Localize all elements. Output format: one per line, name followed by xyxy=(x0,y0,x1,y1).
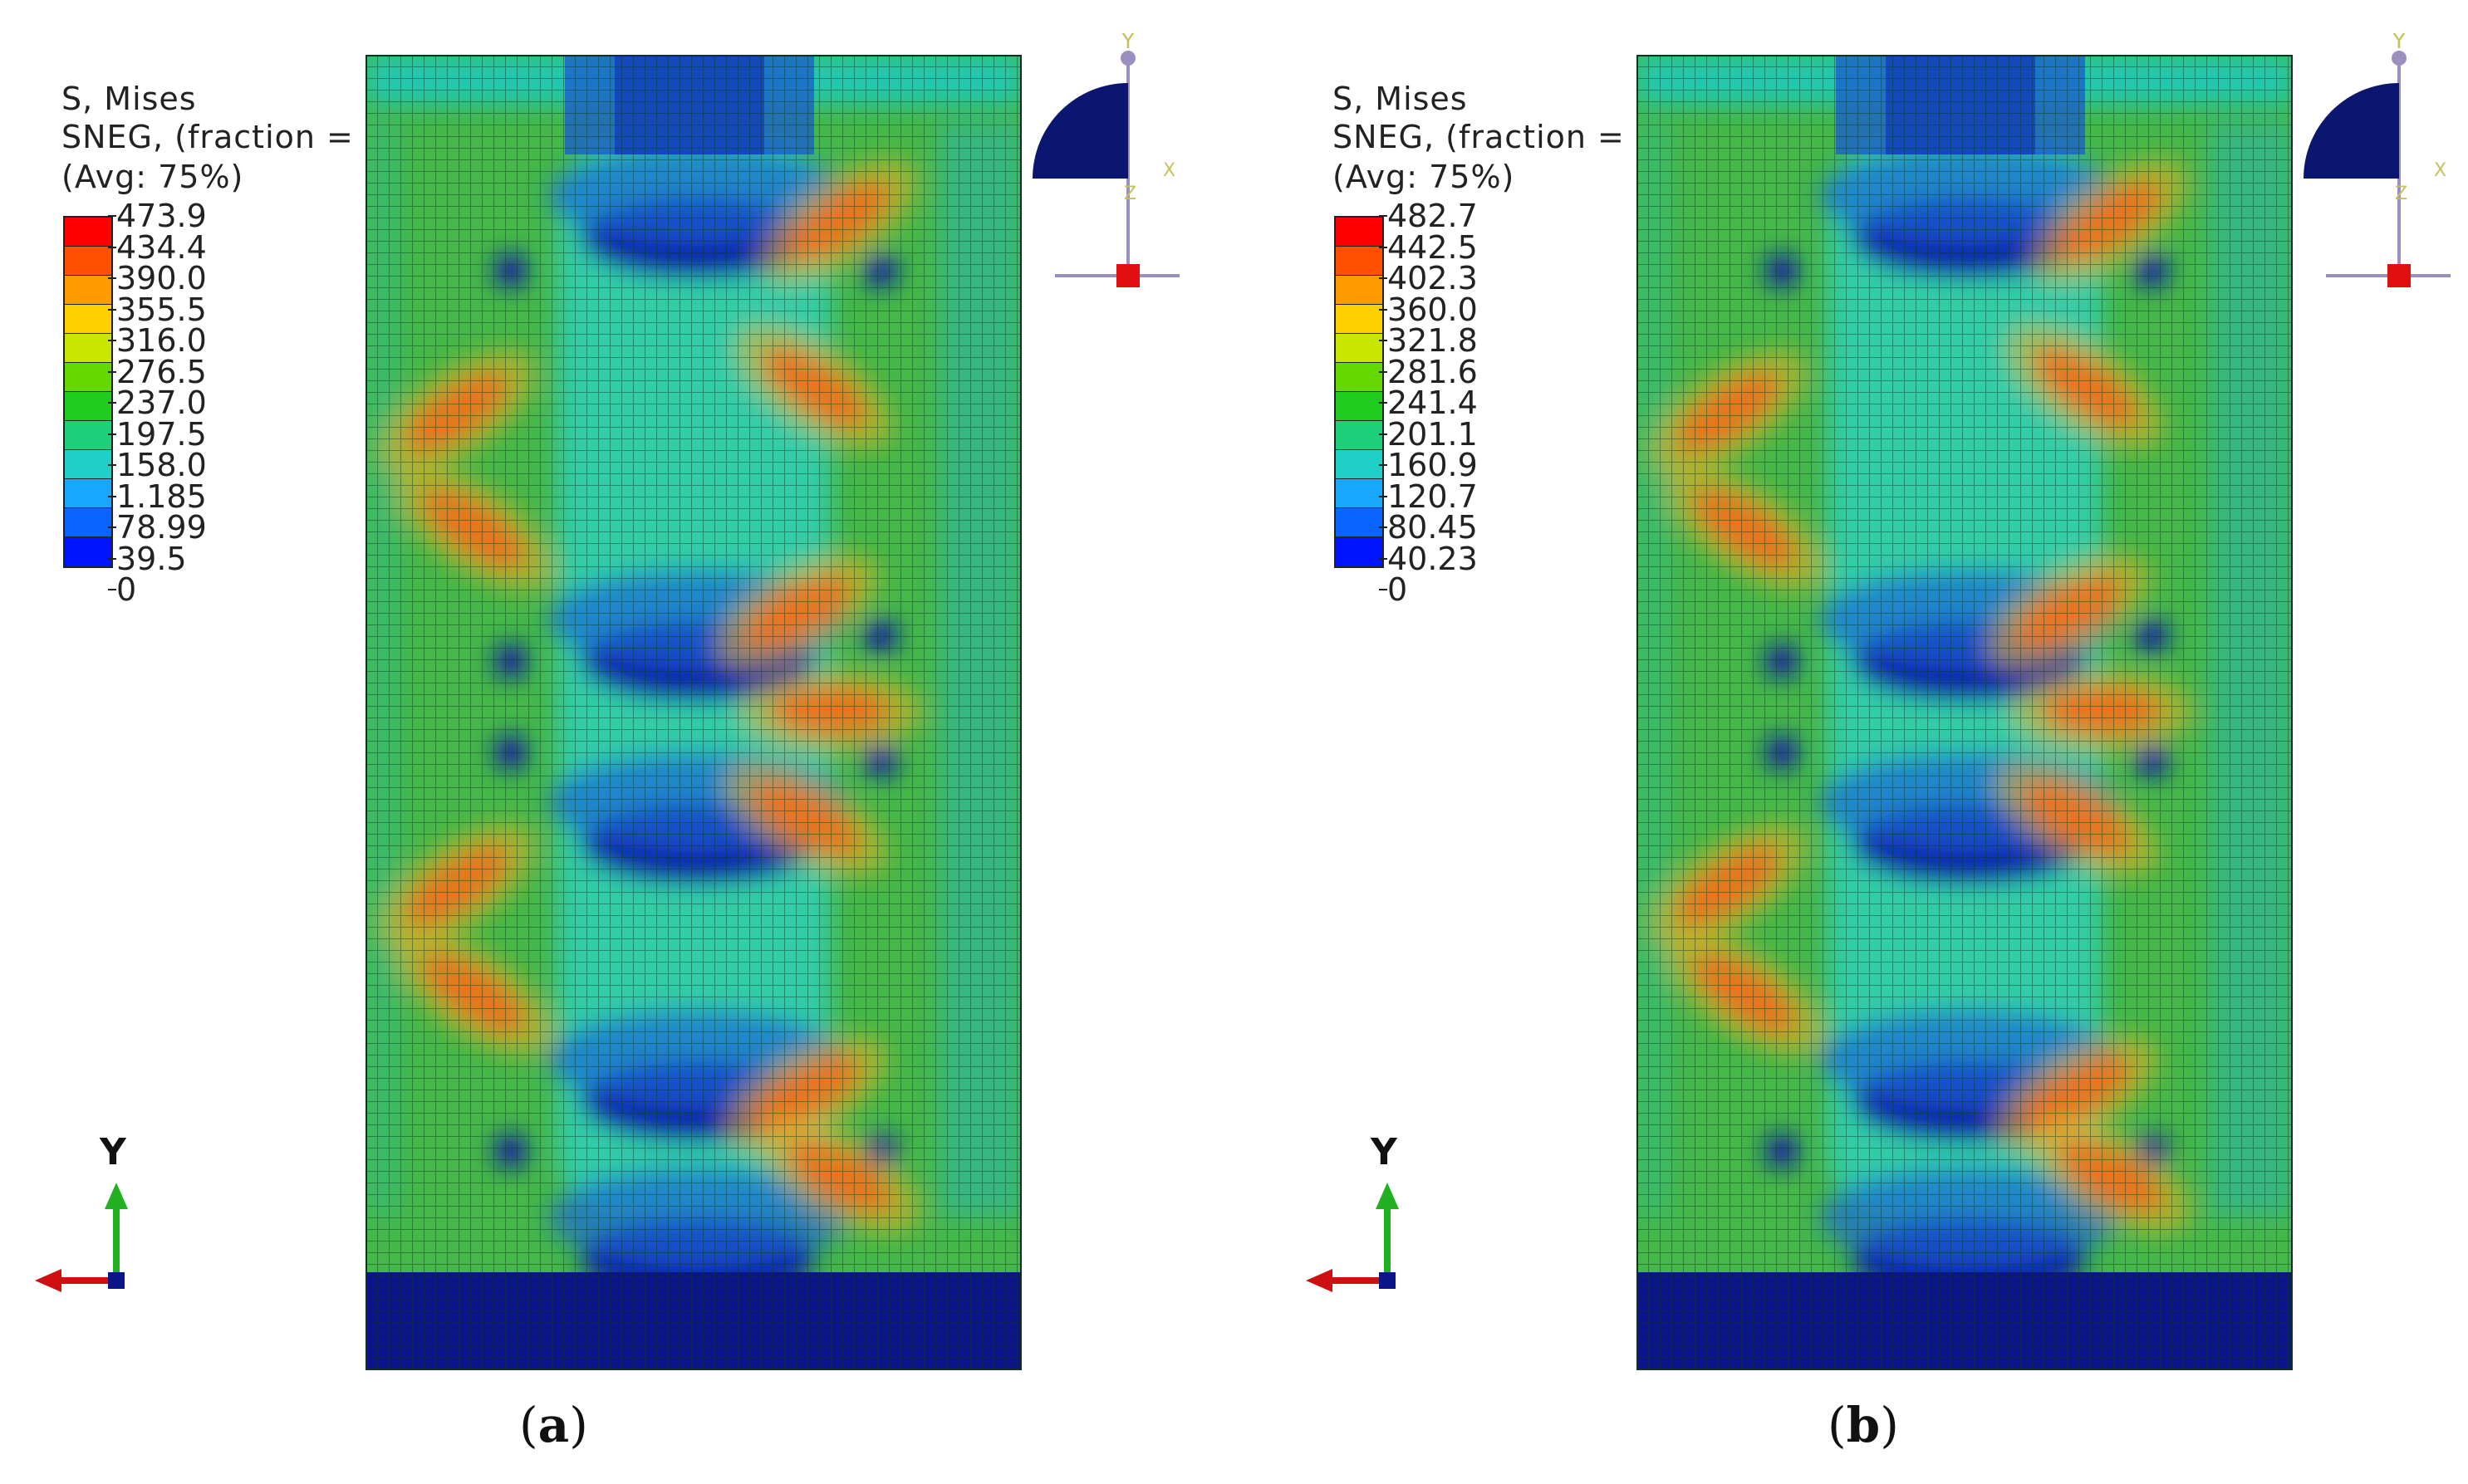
legend-title: S, Mises xyxy=(1332,81,1468,117)
color-bar-tick-label: 276.5 xyxy=(108,353,207,390)
color-bar-swatch xyxy=(1336,479,1382,508)
axes-y-arrow-head xyxy=(1376,1183,1399,1209)
color-bar-tick-label: 281.6 xyxy=(1379,353,1478,390)
color-bar-swatch xyxy=(65,247,111,276)
triad-y-label: Y xyxy=(1121,33,1135,54)
color-bar-tick-label: 39.5 xyxy=(108,540,187,577)
color-bar-tick-label: 158.0 xyxy=(108,447,207,483)
axes-origin-marker xyxy=(1379,1272,1396,1289)
axes-y-label: Y xyxy=(1370,1131,1398,1173)
color-bar-swatch xyxy=(1336,334,1382,363)
triad-x-label: X xyxy=(2434,160,2446,181)
color-bar-tick-label: 201.1 xyxy=(1379,415,1478,453)
triad-origin-marker xyxy=(1116,264,1140,287)
color-bar xyxy=(1334,216,1384,568)
color-bar-swatch xyxy=(65,508,111,537)
color-bar-tick-label: 241.4 xyxy=(1379,384,1478,421)
color-bar-tick-label: 434.4 xyxy=(108,228,207,266)
color-bar-tick-label: 1.185 xyxy=(108,478,207,515)
axes-origin-marker xyxy=(108,1272,125,1289)
color-bar-swatch xyxy=(1336,247,1382,276)
color-bar-swatch xyxy=(65,218,111,247)
color-bar-swatch xyxy=(65,450,111,479)
triad-origin-marker xyxy=(2387,264,2411,287)
mesh-outline xyxy=(1636,55,2293,1370)
color-bar-tick-label: 316.0 xyxy=(108,322,207,359)
triad-x-label: X xyxy=(1163,160,1175,181)
color-bar-tick-label: 120.7 xyxy=(1379,478,1478,515)
color-bar-tick-label: 0 xyxy=(1378,571,1408,608)
panel-caption-letter: b xyxy=(1846,1397,1881,1453)
color-bar-tick-label: 402.3 xyxy=(1379,260,1478,296)
color-bar-swatch xyxy=(1336,305,1382,334)
color-bar-tick-label: 80.45 xyxy=(1379,509,1478,546)
axes-x-arrow-head xyxy=(1306,1269,1332,1292)
color-bar-tick-label: 442.5 xyxy=(1379,228,1478,266)
legend-subtitle: SNEG, (fraction = -1.0) xyxy=(1332,119,1714,155)
triad-quadrant xyxy=(2304,83,2399,179)
triad-z-label: Z xyxy=(1124,184,1136,204)
color-bar-swatch xyxy=(1336,218,1382,247)
panel-a: S, Mises SNEG, (fraction = -1.0) (Avg: 7… xyxy=(35,33,1180,1453)
color-bar-swatch xyxy=(1336,276,1382,305)
color-bar-swatch xyxy=(1336,450,1382,479)
color-bar-swatch xyxy=(65,276,111,305)
panel-caption: (b) xyxy=(1828,1397,1899,1453)
color-bar-tick-label: 473.9 xyxy=(108,198,207,234)
axes-x-arrow-head xyxy=(35,1269,61,1292)
axes-y-label: Y xyxy=(99,1131,127,1173)
color-bar-tick-label: 0 xyxy=(107,571,137,608)
color-bar-swatch xyxy=(1336,392,1382,421)
axes-y-arrow-head xyxy=(105,1183,128,1209)
color-bar-tick-label: 355.5 xyxy=(108,291,207,328)
orientation-triad: Y Z X xyxy=(1033,33,1180,287)
panel-b: S, Mises SNEG, (fraction = -1.0) (Avg: 7… xyxy=(1271,0,2468,1484)
color-bar-tick-label: 321.8 xyxy=(1379,322,1478,359)
color-bar-swatch xyxy=(65,421,111,450)
legend-averaging: (Avg: 75%) xyxy=(1332,159,1515,195)
contour-plot xyxy=(366,55,1022,1370)
stress-contour-mesh xyxy=(1636,55,2293,1370)
color-bar-swatch xyxy=(65,305,111,334)
color-bar-tick-label: 360.0 xyxy=(1379,291,1478,328)
global-axes-icon: Y xyxy=(1306,1131,1399,1292)
legend-averaging: (Avg: 75%) xyxy=(61,159,244,195)
triad-z-label: Z xyxy=(2395,184,2407,204)
color-bar-swatch xyxy=(1336,363,1382,392)
color-bar-tick-label: 482.7 xyxy=(1379,198,1478,234)
color-bar-swatch xyxy=(65,334,111,363)
color-bar-tick-label: 237.0 xyxy=(108,384,207,421)
global-axes-icon: Y xyxy=(35,1131,128,1292)
color-bar-swatch xyxy=(1336,537,1382,566)
orientation-triad: Y Z X xyxy=(2304,33,2451,287)
panel-caption: (a) xyxy=(519,1397,588,1453)
mesh-outline xyxy=(366,55,1022,1370)
color-bar-swatch xyxy=(65,392,111,421)
triad-y-label: Y xyxy=(2392,33,2406,54)
color-bar-swatch xyxy=(1336,508,1382,537)
contour-plot xyxy=(1636,55,2293,1370)
mesh-grid xyxy=(366,55,1022,1370)
stress-contour-mesh xyxy=(366,55,1022,1370)
color-bar-tick-label: 160.9 xyxy=(1379,447,1478,483)
color-bar-tick-label: 390.0 xyxy=(108,260,207,296)
color-bar xyxy=(63,216,113,568)
color-bar-swatch xyxy=(1336,421,1382,450)
legend-title: S, Mises xyxy=(61,81,197,117)
color-bar-tick-label: 197.5 xyxy=(108,415,207,453)
color-bar-swatch xyxy=(65,537,111,566)
mesh-grid xyxy=(1636,55,2293,1370)
panel-caption-letter: a xyxy=(537,1397,570,1453)
color-bar-swatch xyxy=(65,479,111,508)
color-bar-tick-label: 78.99 xyxy=(108,509,207,546)
color-bar-swatch xyxy=(65,363,111,392)
triad-quadrant xyxy=(1033,83,1128,179)
color-bar-tick-label: 40.23 xyxy=(1379,540,1478,577)
